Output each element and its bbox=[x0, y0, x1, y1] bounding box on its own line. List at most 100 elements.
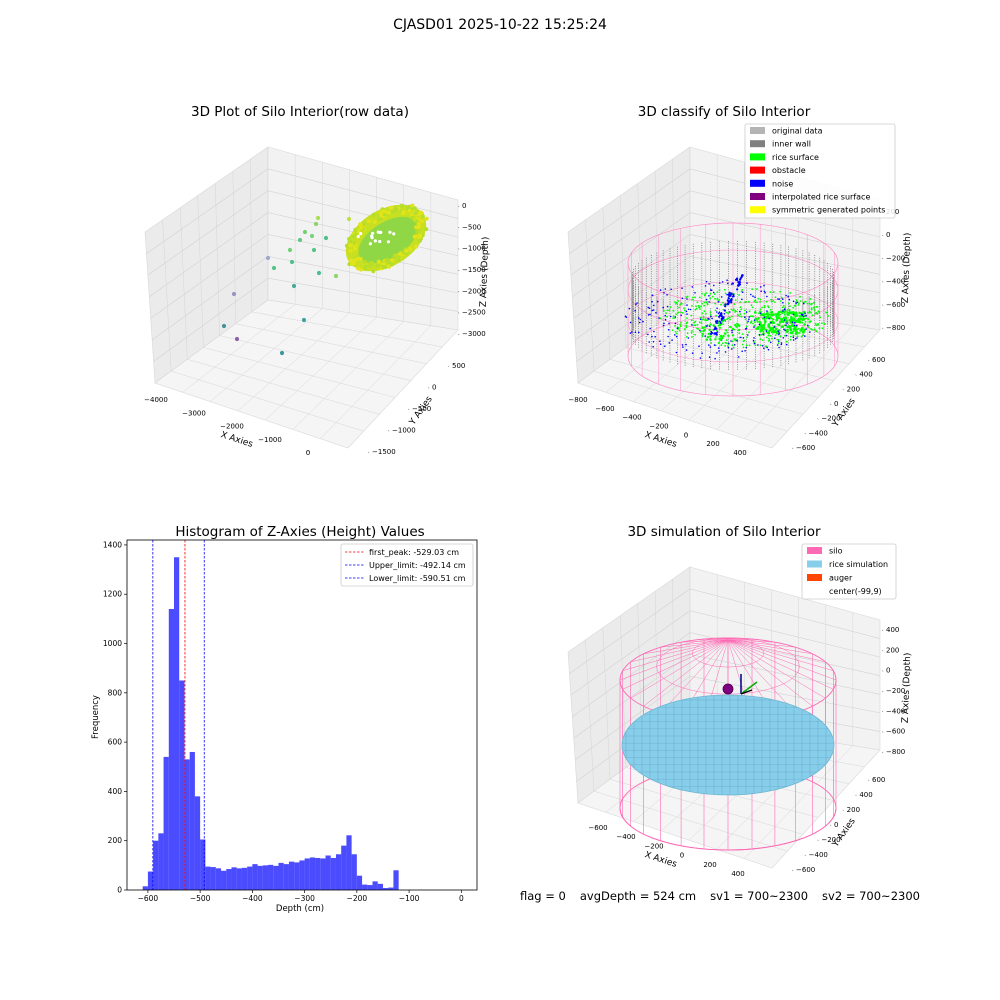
classify-noise-point bbox=[635, 303, 637, 306]
classify-rice-point bbox=[774, 296, 777, 298]
classify-rice-point bbox=[795, 300, 797, 303]
classify-z-tick-label: −800 bbox=[886, 324, 905, 332]
raw-data-point bbox=[323, 235, 329, 241]
classify-rice-point bbox=[807, 318, 810, 321]
raw-y-tick-label: −1500 bbox=[372, 448, 396, 456]
classify-noise-point bbox=[763, 284, 765, 287]
classify-rice-point bbox=[686, 295, 689, 298]
classify-rice-point bbox=[696, 323, 699, 326]
classify-rice-point bbox=[770, 337, 773, 340]
classify-rice-point bbox=[803, 323, 806, 326]
classify-noise-point bbox=[802, 313, 804, 316]
raw-ring-point bbox=[349, 258, 353, 263]
classify-rice-point bbox=[773, 329, 776, 333]
classify-rice-point bbox=[753, 324, 756, 327]
classify-noise-point bbox=[653, 304, 655, 307]
classify-x-tick-label: −600 bbox=[595, 405, 614, 413]
raw-ring-point bbox=[356, 266, 361, 271]
classify-noise-point bbox=[724, 305, 727, 308]
simulation-legend-label: silo bbox=[829, 547, 843, 556]
histogram-bar bbox=[194, 796, 201, 890]
classify-noise-point bbox=[701, 352, 703, 355]
classify-noise-point bbox=[709, 332, 713, 335]
raw-ring-point bbox=[371, 269, 376, 274]
classify-noise-point bbox=[729, 294, 732, 297]
classify-rice-point bbox=[699, 308, 701, 310]
classify-noise-point bbox=[708, 344, 710, 346]
simulation-z-tick-label: −200 bbox=[886, 687, 905, 695]
classify-noise-point bbox=[747, 320, 749, 323]
classify-noise-point bbox=[804, 312, 806, 315]
classify-rice-point bbox=[726, 331, 729, 334]
classify-rice-point bbox=[725, 339, 728, 341]
classify-rice-point bbox=[779, 290, 781, 293]
classify-noise-point bbox=[805, 314, 807, 317]
raw-z-tick bbox=[457, 291, 460, 293]
classify-rice-point bbox=[766, 313, 770, 317]
raw-ring-point bbox=[415, 229, 420, 234]
simulation-plot-zlabel: Z Axies (Depth) bbox=[901, 653, 913, 724]
classify-y-tick-label: 400 bbox=[859, 371, 872, 379]
simulation-silo-roof-rib bbox=[727, 639, 796, 713]
classify-noise-point bbox=[638, 321, 641, 324]
classify-noise-point bbox=[649, 327, 651, 330]
simulation-silo-roof-rib bbox=[622, 639, 729, 690]
classify-rice-point bbox=[685, 335, 688, 338]
simulation-x-tick-label: 400 bbox=[731, 870, 744, 878]
classify-rice-point bbox=[753, 300, 756, 303]
classify-noise-point bbox=[685, 310, 688, 313]
classify-rice-point bbox=[751, 288, 754, 291]
simulation-y-tick bbox=[817, 839, 819, 841]
classify-noise-point bbox=[753, 337, 755, 339]
classify-noise-point bbox=[727, 297, 730, 300]
classify-noise-point bbox=[638, 331, 640, 334]
classify-noise-point bbox=[652, 309, 655, 311]
histogram-y-tick-label: 600 bbox=[108, 738, 123, 747]
classify-x-tick-label: 0 bbox=[684, 431, 688, 439]
classify-rice-point bbox=[685, 296, 688, 298]
raw-z-tick bbox=[457, 205, 460, 207]
classify-noise-point bbox=[738, 283, 742, 286]
simulation-z-tick-label: −600 bbox=[886, 728, 905, 736]
classify-noise-point bbox=[759, 312, 762, 315]
classify-rice-point bbox=[720, 344, 723, 346]
classify-rice-point bbox=[772, 300, 775, 302]
raw-grid-v bbox=[182, 154, 296, 393]
classify-grid-h bbox=[570, 190, 881, 276]
simulation-z-tick bbox=[881, 711, 884, 713]
classify-rice-point bbox=[740, 308, 742, 311]
histogram-bar bbox=[200, 839, 206, 890]
classify-z-tick-label: 0 bbox=[886, 231, 890, 239]
histogram-bar bbox=[351, 854, 357, 890]
classify-rice-point bbox=[780, 310, 783, 314]
simulation-grid-f bbox=[593, 790, 788, 852]
classify-noise-point bbox=[685, 343, 687, 346]
classify-rice-point bbox=[804, 301, 806, 303]
classify-rice-point bbox=[714, 297, 716, 300]
classify-noise-point bbox=[718, 350, 720, 352]
histogram-bar bbox=[153, 840, 159, 890]
classify-rice-point bbox=[821, 327, 824, 330]
raw-ring-point bbox=[409, 212, 414, 217]
classify-noise-point bbox=[739, 278, 742, 281]
histogram-bar bbox=[231, 867, 237, 890]
classify-rice-point bbox=[665, 312, 667, 314]
simulation-auger-marker bbox=[722, 683, 734, 695]
classify-rice-point bbox=[724, 332, 727, 335]
classify-noise-point bbox=[763, 347, 765, 350]
classify-noise-point bbox=[691, 286, 694, 288]
raw-x-tick-label: −4000 bbox=[144, 396, 168, 404]
classify-rice-point bbox=[762, 331, 765, 333]
simulation-silo-roof-rib bbox=[703, 638, 729, 641]
histogram-legend-label: Lower_limit: -590.51 cm bbox=[369, 574, 466, 583]
classify-rice-point bbox=[790, 331, 794, 335]
classify-noise-point bbox=[694, 292, 696, 294]
simulation-y-tick bbox=[867, 779, 870, 781]
raw-ring-point bbox=[356, 256, 361, 261]
simulation-silo-roof-rib bbox=[660, 639, 729, 648]
classify-rice-point bbox=[759, 338, 762, 341]
classify-rice-point bbox=[701, 333, 704, 336]
classify-x-tick-label: −800 bbox=[568, 396, 587, 404]
classify-rice-point bbox=[694, 296, 696, 299]
classify-legend-label: rice surface bbox=[772, 153, 819, 162]
